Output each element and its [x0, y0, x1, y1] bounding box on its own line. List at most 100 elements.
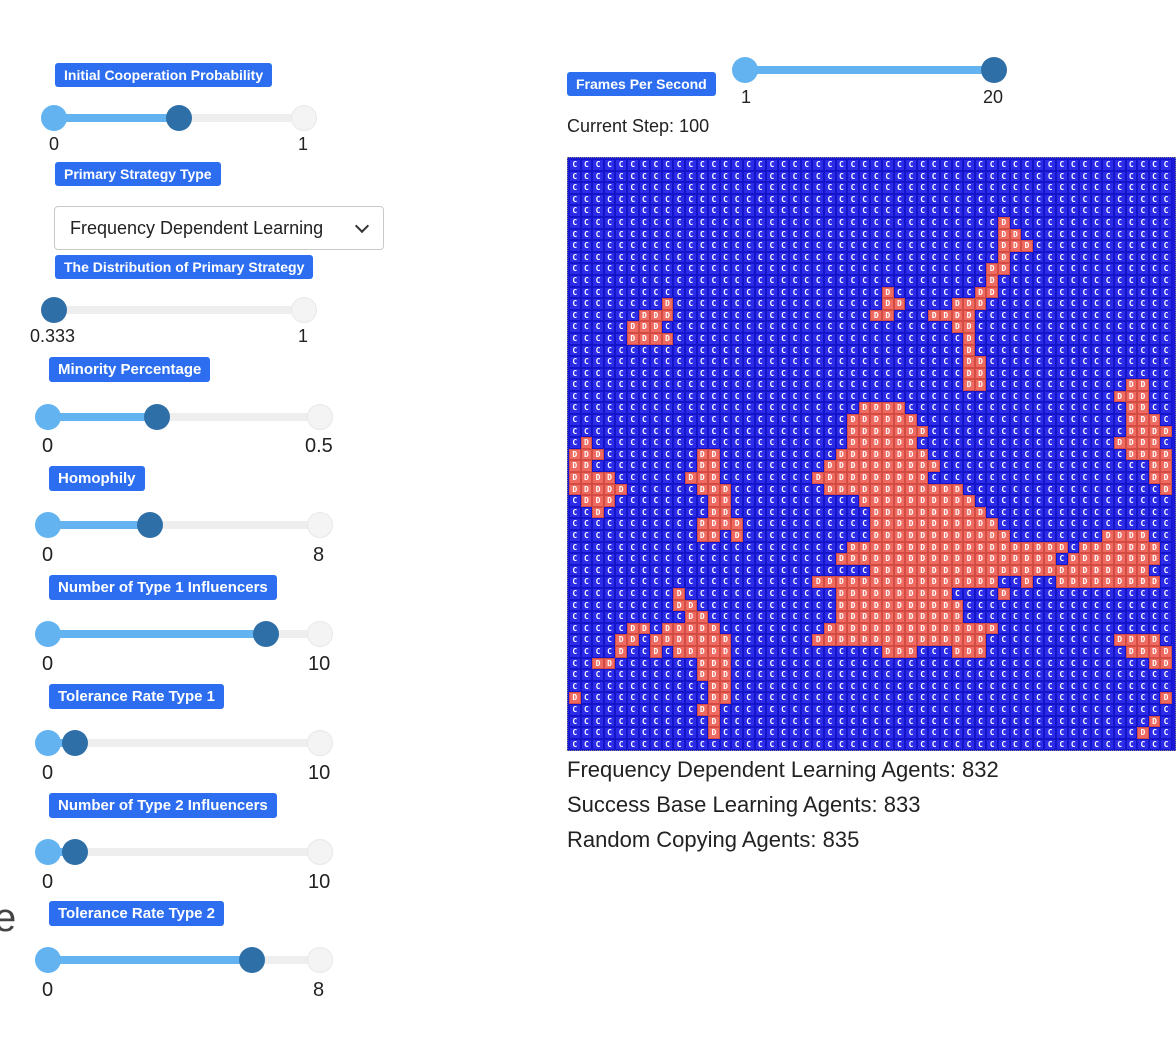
cooperator-cell: C [1079, 216, 1091, 229]
cooperator-cell: C [638, 495, 651, 507]
cooperator-cell: C [626, 309, 639, 322]
defector-cell: D [592, 483, 604, 496]
homophily-slider[interactable] [35, 512, 333, 538]
cooperator-cell: C [650, 367, 662, 380]
distribution-slider[interactable] [41, 297, 317, 323]
cooperator-cell: C [603, 530, 616, 542]
defector-cell: D [592, 506, 604, 519]
cooperator-cell: C [673, 564, 685, 577]
slider-max-label: 1 [298, 326, 309, 346]
cooperator-cell: C [847, 645, 859, 658]
cooperator-cell: C [812, 541, 825, 554]
defector-cell: D [1009, 541, 1022, 554]
defector-cell: D [882, 611, 894, 623]
defector-cell: D [893, 564, 906, 577]
cooperator-cell: C [696, 356, 709, 368]
tolerance2-slider[interactable] [35, 947, 333, 973]
cooperator-cell: C [893, 274, 906, 287]
slider-handle[interactable] [981, 57, 1007, 83]
cooperator-cell: C [986, 448, 998, 461]
cooperator-cell: C [1044, 367, 1056, 380]
cooperator-cell: C [1148, 205, 1161, 217]
cooperator-cell: C [626, 611, 639, 623]
cooperator-cell: C [789, 460, 801, 473]
cooperator-cell: C [1160, 530, 1172, 542]
defector-cell: D [847, 611, 859, 623]
cooperator-cell: C [650, 622, 662, 635]
cooperator-cell: C [615, 587, 627, 600]
cooperator-cell: C [940, 321, 952, 333]
cooperator-cell: C [569, 645, 581, 658]
defector-cell: D [893, 622, 906, 635]
cooperator-cell: C [1032, 240, 1045, 252]
cooperator-cell: C [650, 483, 662, 496]
cooperator-cell: C [1032, 611, 1045, 623]
slider-handle[interactable] [143, 404, 170, 430]
cooperator-cell: C [684, 669, 697, 681]
defector-cell: D [997, 541, 1010, 554]
cooperator-cell: C [673, 390, 685, 403]
cooperator-cell: C [731, 506, 743, 519]
primary-strategy-select[interactable]: Frequency Dependent Learning [54, 206, 384, 250]
cooperator-cell: C [742, 425, 755, 438]
cooperator-cell: C [615, 530, 627, 542]
slider-handle[interactable] [252, 621, 279, 647]
cooperator-cell: C [1160, 274, 1172, 287]
cooperator-cell: C [1067, 645, 1080, 658]
cooperator-cell: C [1021, 309, 1033, 322]
defector-cell: D [1021, 240, 1033, 252]
defector-cell: D [708, 657, 720, 670]
type2-influencers-slider[interactable] [35, 839, 333, 865]
defector-cell: D [824, 472, 836, 484]
cooperator-cell: C [1125, 251, 1138, 264]
cooperator-cell: C [661, 669, 674, 681]
slider-handle[interactable] [137, 512, 163, 538]
cooperator-cell: C [812, 263, 825, 275]
tolerance2-label: Tolerance Rate Type 2 [49, 901, 225, 926]
initial-cooperation-slider[interactable] [41, 105, 317, 131]
type1-influencers-slider[interactable] [35, 621, 333, 647]
defector-cell: D [905, 460, 917, 473]
defector-cell: D [1032, 564, 1045, 577]
defector-cell: D [940, 634, 952, 646]
cooperator-cell: C [661, 414, 674, 426]
slider-handle[interactable] [239, 947, 265, 973]
cooperator-cell: C [847, 286, 859, 299]
cooperator-cell: C [615, 692, 627, 704]
cooperator-cell: C [974, 680, 987, 693]
cooperator-cell: C [603, 182, 616, 194]
cooperator-cell: C [974, 251, 987, 264]
cooperator-cell: C [742, 240, 755, 252]
cooperator-cell: C [835, 506, 848, 519]
cooperator-cell: C [812, 437, 825, 449]
cooperator-cell: C [592, 321, 604, 333]
cooperator-cell: C [986, 205, 998, 217]
cooperator-cell: C [789, 622, 801, 635]
cooperator-cell: C [858, 390, 871, 403]
tolerance1-slider[interactable] [35, 730, 333, 756]
cooperator-cell: C [638, 460, 651, 473]
cooperator-cell: C [870, 680, 883, 693]
cooperator-cell: C [940, 170, 952, 183]
cooperator-cell: C [928, 448, 940, 461]
slider-handle[interactable] [62, 839, 89, 865]
cooperator-cell: C [928, 240, 940, 252]
slider-handle[interactable] [62, 730, 89, 756]
slider-handle[interactable] [166, 105, 192, 131]
cooperator-cell: C [916, 286, 929, 299]
defector-cell: D [940, 530, 952, 542]
defector-cell: D [638, 332, 651, 345]
cooperator-cell: C [603, 344, 616, 357]
cooperator-cell: C [812, 553, 825, 565]
cooperator-cell: C [997, 193, 1010, 206]
cooperator-cell: C [789, 321, 801, 333]
slider-handle[interactable] [41, 297, 67, 323]
defector-cell: D [928, 530, 940, 542]
cooperator-cell: C [638, 228, 651, 241]
cooperator-cell: C [1055, 182, 1068, 194]
minority-slider[interactable] [35, 404, 333, 430]
cooperator-cell: C [580, 309, 593, 322]
defector-cell: D [708, 518, 720, 530]
cooperator-cell: C [1148, 298, 1161, 310]
fps-slider[interactable] [732, 57, 1007, 83]
